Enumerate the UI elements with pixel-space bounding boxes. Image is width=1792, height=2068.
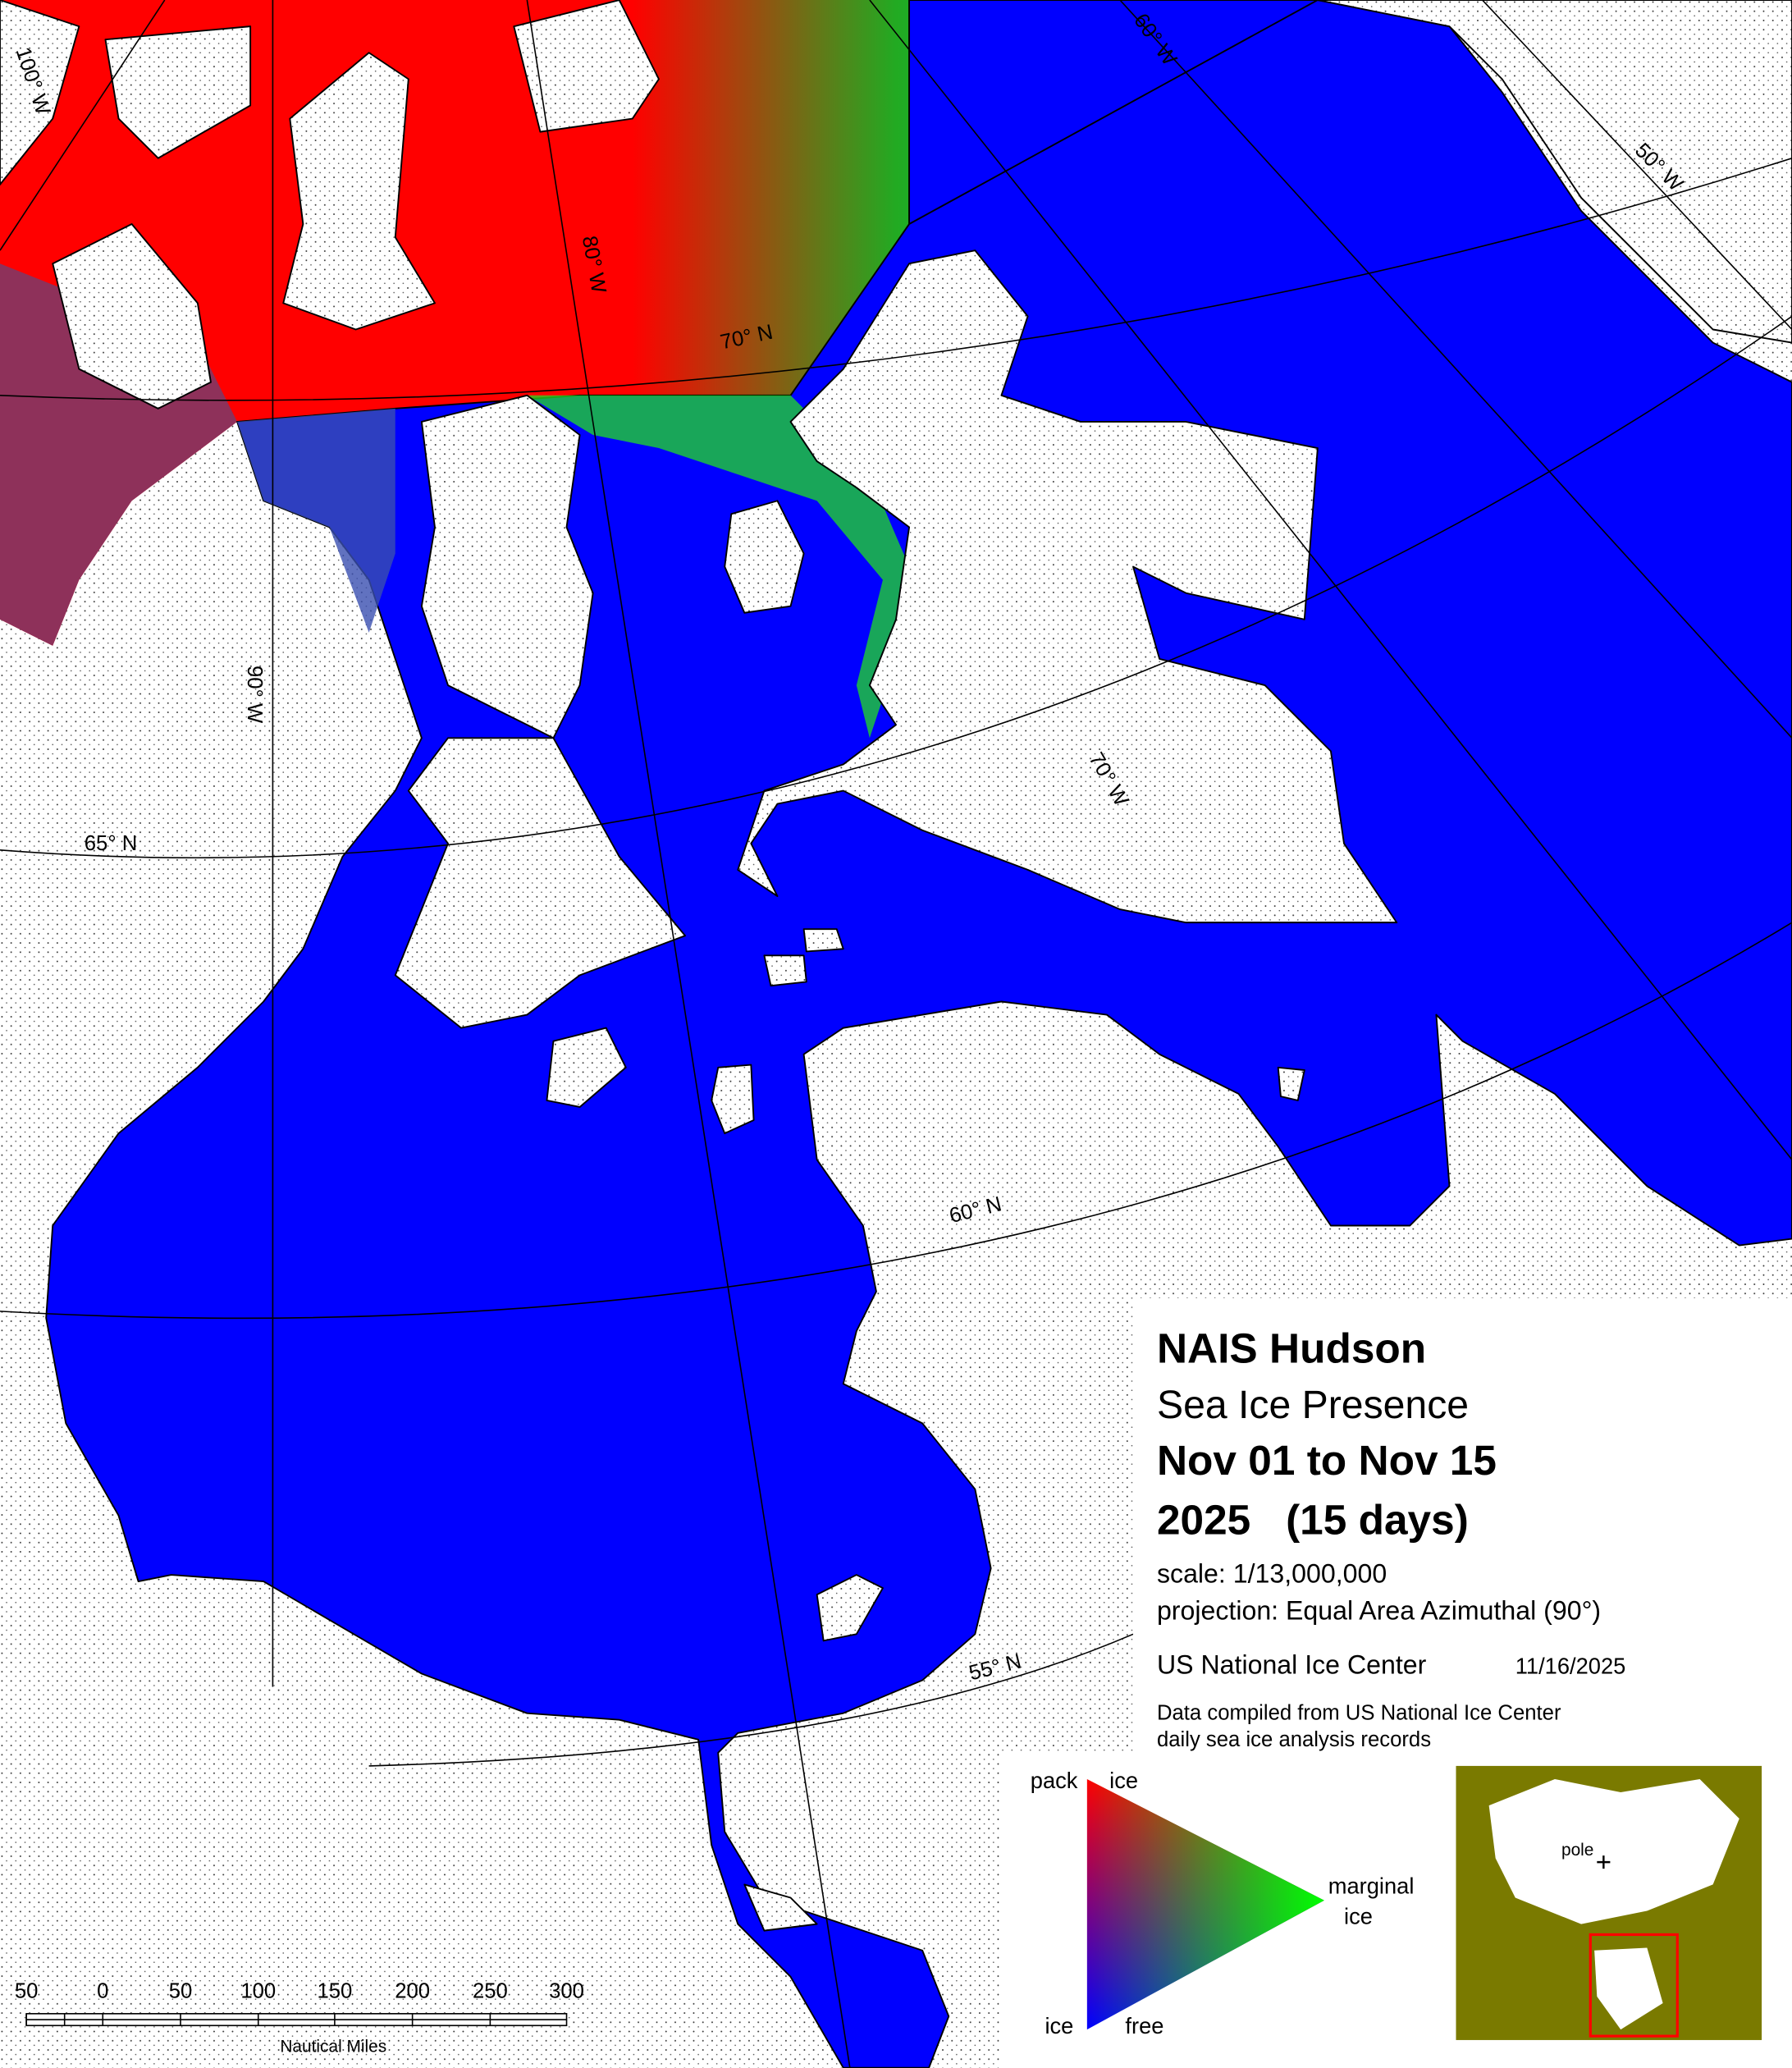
inset-map: pole — [1456, 1765, 1762, 2040]
inset-hudson-bay — [1594, 1947, 1663, 2030]
pole-marker — [1597, 1855, 1611, 1869]
island — [52, 223, 212, 409]
parallel — [0, 315, 1792, 859]
scale-bar: 50 0 50 100 150 200 250 300 Nautical Miles — [15, 1980, 584, 2057]
marginal-ice-region — [527, 395, 910, 739]
island — [1277, 1066, 1305, 1101]
legend: pack ice marginal ice ice free — [1031, 1768, 1415, 2038]
source: daily sea ice analysis records — [1157, 1728, 1431, 1751]
scale: scale: 1/13,000,000 — [1157, 1559, 1387, 1589]
meridian-label: 90° W — [243, 666, 266, 724]
scale-bar-label: 50 — [169, 1980, 193, 2003]
legend-label: free — [1125, 2013, 1163, 2038]
scale-bar-label: 200 — [395, 1980, 430, 2003]
meridian — [1482, 0, 1792, 331]
scale-bar-label: 250 — [473, 1980, 508, 2003]
inset-arctic-ocean — [1488, 1778, 1739, 1924]
melville-peninsula — [420, 394, 594, 739]
scale-bar-label: 0 — [97, 1980, 108, 2003]
scale-bar-divisions — [25, 2013, 567, 2026]
scale-bar-label: 300 — [549, 1980, 584, 2003]
year-days: 2025 (15 days) — [1157, 1495, 1469, 1543]
mansel-island — [711, 1064, 755, 1135]
meridian — [0, 0, 166, 251]
island — [104, 25, 252, 159]
island — [513, 0, 660, 133]
parallel — [368, 1633, 1134, 1767]
southampton-island — [394, 737, 687, 1029]
meridian — [869, 0, 1792, 1160]
legend-label: ice — [1344, 1904, 1373, 1929]
island — [0, 0, 80, 185]
island — [802, 928, 844, 953]
scale-bar-label: 150 — [317, 1980, 352, 2003]
legend-label: ice — [1045, 2013, 1073, 2038]
meridian — [1119, 0, 1792, 739]
legend-label: ice — [1109, 1768, 1138, 1793]
greenland — [1316, 0, 1792, 344]
inset-extent — [1589, 1933, 1679, 2038]
agency: US National Ice Center — [1157, 1649, 1427, 1679]
scale-bar-labels: 50 0 50 100 150 200 250 300 — [15, 1980, 584, 2003]
scale-bar-unit: Nautical Miles — [280, 2037, 386, 2056]
projection: projection: Equal Area Azimuthal (90°) — [1157, 1596, 1601, 1626]
legend-label: marginal — [1328, 1874, 1415, 1899]
island — [724, 500, 805, 614]
scale-bar-label: 50 — [15, 1980, 39, 2003]
legend-label: pack — [1031, 1768, 1078, 1793]
meridian — [526, 0, 851, 2068]
inset-label: pole — [1561, 1841, 1593, 1860]
scale-bar-label: 100 — [240, 1980, 276, 2003]
island — [282, 52, 436, 331]
parallel — [0, 157, 1792, 401]
island — [763, 954, 807, 987]
source: Data compiled from US National Ice Cente… — [1157, 1702, 1561, 1725]
period: Nov 01 to Nov 15 — [1157, 1436, 1497, 1484]
title-block: NAIS Hudson Sea Ice Presence Nov 01 to N… — [1157, 1325, 1625, 1751]
coats-island — [546, 1027, 627, 1108]
legend-triangle-overlay — [1086, 1778, 1324, 2030]
mixed-ice-region — [237, 408, 395, 633]
date: 11/16/2025 — [1515, 1653, 1626, 1678]
belcher-islands — [816, 1574, 884, 1642]
island — [743, 1883, 818, 1932]
parallel-label: 65° N — [85, 832, 138, 855]
title: NAIS Hudson — [1157, 1325, 1426, 1372]
subtitle: Sea Ice Presence — [1157, 1383, 1469, 1427]
parallel — [0, 922, 1792, 1320]
pack-ice-region — [0, 0, 1054, 646]
